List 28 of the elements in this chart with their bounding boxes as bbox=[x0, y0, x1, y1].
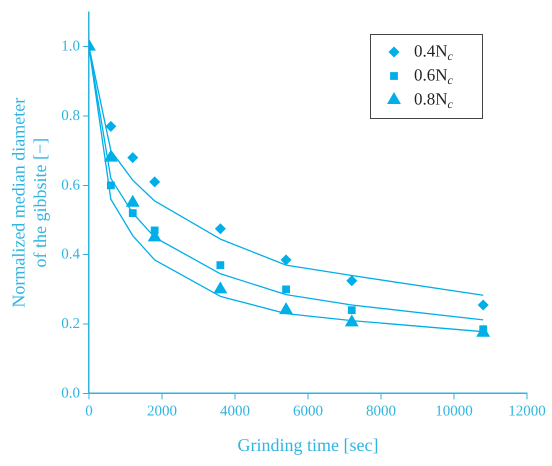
y-tick-label: 0.8 bbox=[61, 108, 80, 124]
x-tick-label: 4000 bbox=[220, 403, 250, 420]
point bbox=[128, 209, 137, 217]
x-tick-label: 10000 bbox=[435, 403, 473, 420]
x-tick-label: 2000 bbox=[146, 403, 177, 420]
point bbox=[216, 261, 224, 269]
y-tick-label: 0.0 bbox=[61, 385, 80, 402]
point bbox=[214, 223, 226, 234]
x-axis-title: Grinding time [sec] bbox=[237, 434, 378, 455]
point bbox=[348, 306, 356, 314]
y-tick-label: 0.2 bbox=[61, 316, 80, 332]
x-tick-label: 12000 bbox=[508, 403, 546, 420]
x-tick-label: 8000 bbox=[366, 403, 396, 420]
x-tick-label: 0 bbox=[85, 403, 93, 420]
point bbox=[346, 275, 358, 286]
point bbox=[282, 285, 290, 294]
y-tick-label: 0.4 bbox=[61, 246, 80, 263]
y-tick-label: 0.6 bbox=[61, 177, 80, 194]
y-axis-title: Normalized median diameter of the gibbsite [−] bbox=[8, 98, 50, 308]
point bbox=[105, 120, 116, 132]
point bbox=[106, 181, 115, 190]
point bbox=[127, 152, 138, 164]
x-tick-label: 6000 bbox=[292, 403, 323, 420]
y-tick-label: 1.0 bbox=[61, 38, 80, 55]
point bbox=[149, 176, 160, 188]
point bbox=[478, 299, 489, 310]
point bbox=[280, 254, 292, 266]
point bbox=[150, 226, 159, 234]
